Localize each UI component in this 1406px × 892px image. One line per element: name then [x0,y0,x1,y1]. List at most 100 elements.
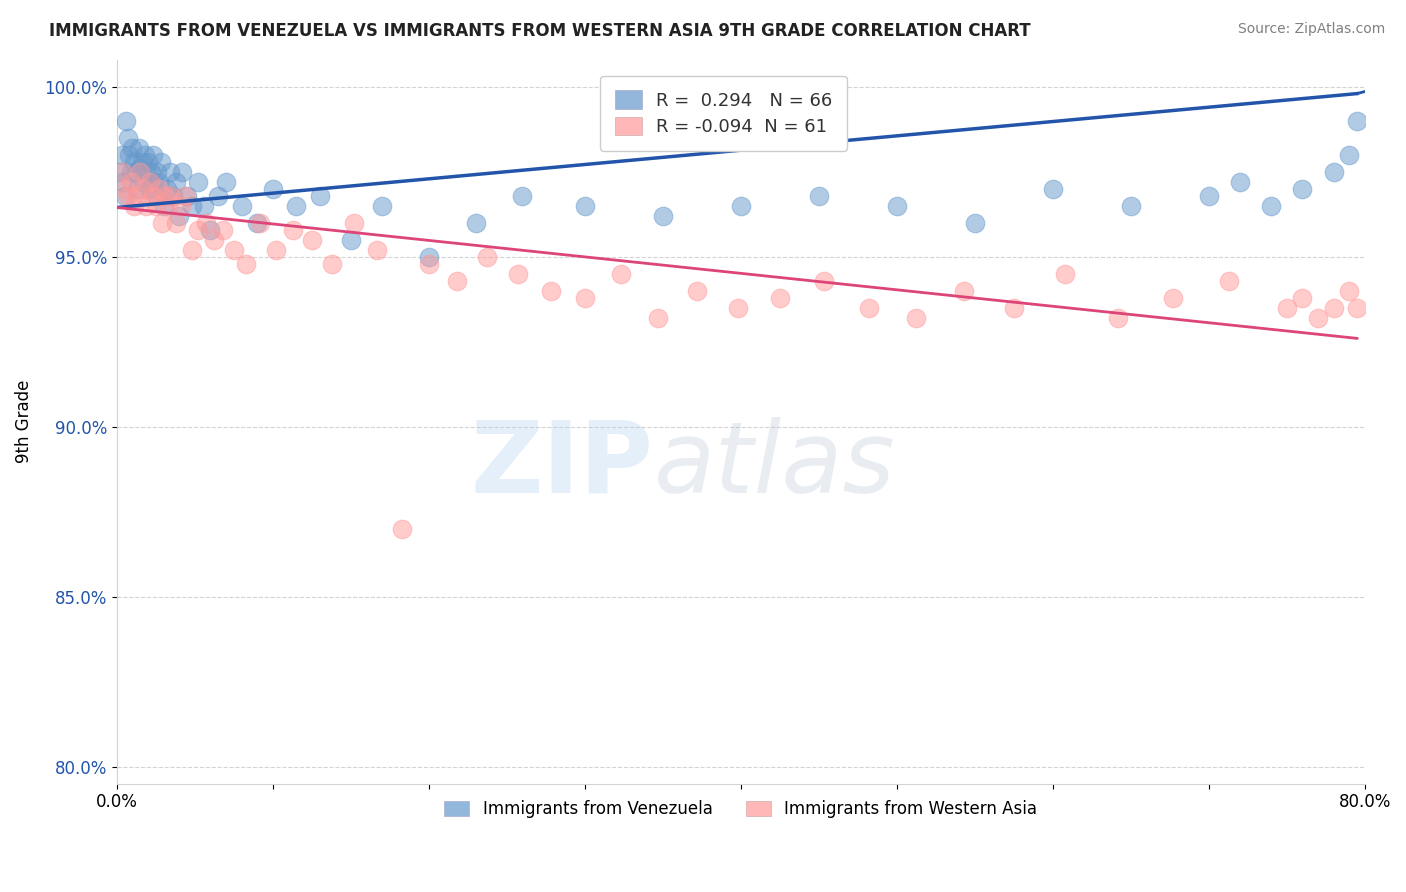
Point [343,216,366,230]
Point [150,216,173,230]
Point [176,188,198,202]
Point [141,165,163,179]
Point [120,175,142,189]
Point [1339,284,1361,298]
Point [1119,199,1142,213]
Point [174,188,197,202]
Point [127,188,149,202]
Point [1002,301,1025,315]
Point [136,154,159,169]
Point [118,148,141,162]
Point [124,165,146,179]
Point [512,188,534,202]
Point [165,216,187,230]
Point [202,233,225,247]
Point [1107,310,1129,325]
Point [446,274,468,288]
Point [262,182,284,196]
Point [152,199,174,213]
Point [148,182,170,196]
Point [1229,175,1251,189]
Point [115,113,138,128]
Point [281,222,304,236]
Point [135,165,157,179]
Point [574,199,596,213]
Legend: Immigrants from Venezuela, Immigrants from Western Asia: Immigrants from Venezuela, Immigrants fr… [436,791,1046,826]
Point [148,175,170,189]
Point [1218,274,1240,288]
Point [651,209,673,223]
Point [153,188,176,202]
Point [1054,267,1077,281]
Point [120,165,142,179]
Point [391,522,413,536]
Text: atlas: atlas [654,417,896,514]
Point [160,188,183,202]
Point [464,216,486,230]
Point [807,188,830,202]
Point [1260,199,1282,213]
Point [249,216,271,230]
Point [110,148,132,162]
Point [321,256,343,270]
Point [127,182,149,196]
Point [129,161,152,176]
Point [886,199,908,213]
Point [180,199,202,213]
Point [727,301,749,315]
Point [108,165,131,179]
Point [1161,291,1184,305]
Text: Source: ZipAtlas.com: Source: ZipAtlas.com [1237,22,1385,37]
Point [110,165,132,179]
Point [200,222,222,236]
Point [904,310,927,325]
Point [131,154,153,169]
Point [301,233,323,247]
Point [215,175,238,189]
Point [132,182,155,196]
Point [963,216,986,230]
Point [1275,301,1298,315]
Point [235,256,257,270]
Point [953,284,976,298]
Point [231,199,253,213]
Point [574,291,596,305]
Point [858,301,880,315]
Point [143,175,166,189]
Point [207,188,229,202]
Point [769,291,792,305]
Point [1291,182,1313,196]
Point [112,175,135,189]
Point [149,154,172,169]
Point [246,216,269,230]
Point [540,284,562,298]
Point [222,243,245,257]
Point [121,141,143,155]
Point [1306,310,1329,325]
Point [418,256,440,270]
Point [730,199,752,213]
Point [156,182,179,196]
Point [285,199,308,213]
Point [194,216,217,230]
Point [162,188,184,202]
Point [114,182,136,196]
Point [647,310,669,325]
Point [609,267,631,281]
Point [418,250,440,264]
Point [146,165,169,179]
Point [340,233,363,247]
Point [1339,148,1361,162]
Point [157,199,180,213]
Point [1323,165,1346,179]
Point [129,165,152,179]
Point [134,148,156,162]
Point [1198,188,1220,202]
Point [187,222,209,236]
Point [128,141,150,155]
Point [122,154,145,169]
Point [159,165,181,179]
Point [1346,301,1368,315]
Point [1291,291,1313,305]
Point [506,267,529,281]
